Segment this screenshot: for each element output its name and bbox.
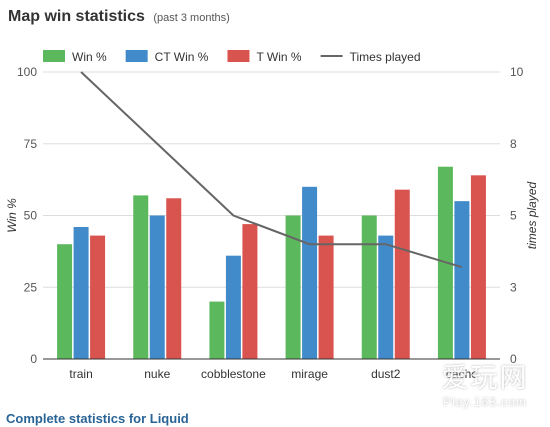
bar-win-dust2[interactable] xyxy=(361,215,377,360)
chart-gridlines xyxy=(43,71,500,288)
y2-tick-label: 0 xyxy=(510,352,517,366)
y-tick-label: 0 xyxy=(30,352,37,366)
legend-swatch xyxy=(227,50,250,62)
y2-axis-title: times played xyxy=(525,181,539,249)
legend-item-t-win[interactable]: T Win % xyxy=(227,50,302,64)
legend-item-win[interactable]: Win % xyxy=(43,50,107,64)
x-tick-label: mirage xyxy=(291,367,328,381)
bar-ct-win-mirage[interactable] xyxy=(302,186,318,359)
bar-ct-win-dust2[interactable] xyxy=(378,235,394,359)
bar-ct-win-cobblestone[interactable] xyxy=(225,255,241,359)
x-tick-label: train xyxy=(69,367,92,381)
y2-tick-label: 5 xyxy=(510,209,517,223)
y2-tick-label: 8 xyxy=(510,137,517,151)
legend-item-times-played[interactable]: Times played xyxy=(320,50,421,64)
y-tick-label: 25 xyxy=(24,280,38,294)
page-subtitle: (past 3 months) xyxy=(153,12,230,24)
x-tick-label: cache xyxy=(446,367,478,381)
page-title: Map win statistics xyxy=(8,8,145,25)
y-tick-label: 100 xyxy=(17,65,37,79)
chart-line xyxy=(80,71,463,269)
map-win-chart: 0 25 50 75 100 0 3 5 8 10 Win % times played train nu… xyxy=(5,50,539,381)
chart-bars xyxy=(57,166,486,360)
legend-item-ct-win[interactable]: CT Win % xyxy=(125,50,209,64)
y-tick-label: 75 xyxy=(24,137,38,151)
bar-win-nuke[interactable] xyxy=(133,195,149,359)
y-tick-label: 50 xyxy=(24,209,38,223)
bar-t-win-cobblestone[interactable] xyxy=(242,224,258,359)
bar-win-mirage[interactable] xyxy=(285,215,301,360)
y-axis-title: Win % xyxy=(5,198,19,233)
bar-win-train[interactable] xyxy=(57,244,73,359)
header: Map win statistics (past 3 months) xyxy=(8,8,230,26)
bar-ct-win-cache[interactable] xyxy=(454,201,470,359)
legend-swatch xyxy=(43,50,65,62)
times-played-line xyxy=(80,71,463,269)
bar-ct-win-nuke[interactable] xyxy=(149,215,165,360)
bar-t-win-cache[interactable] xyxy=(470,175,486,359)
legend-label: T Win % xyxy=(256,50,301,64)
x-tick-label: nuke xyxy=(144,367,170,381)
chart-legend[interactable]: Win % CT Win % T Win % Times played xyxy=(43,50,421,64)
bar-t-win-nuke[interactable] xyxy=(166,198,182,359)
bar-t-win-dust2[interactable] xyxy=(394,189,410,359)
chart-axes: 0 25 50 75 100 0 3 5 8 10 Win % times played train nu… xyxy=(5,65,539,381)
legend-label: Win % xyxy=(72,50,107,64)
y2-tick-label: 10 xyxy=(510,65,524,79)
complete-statistics-link[interactable]: Complete statistics for Liquid xyxy=(6,411,189,426)
y2-tick-label: 3 xyxy=(510,280,517,294)
bar-t-win-train[interactable] xyxy=(90,235,106,359)
bar-win-cobblestone[interactable] xyxy=(209,301,225,359)
legend-label: CT Win % xyxy=(155,50,209,64)
bar-ct-win-train[interactable] xyxy=(73,226,89,359)
bar-t-win-mirage[interactable] xyxy=(318,235,334,359)
x-tick-label: dust2 xyxy=(371,367,401,381)
legend-swatch xyxy=(125,50,148,62)
x-tick-label: cobblestone xyxy=(201,367,266,381)
legend-label: Times played xyxy=(350,50,421,64)
